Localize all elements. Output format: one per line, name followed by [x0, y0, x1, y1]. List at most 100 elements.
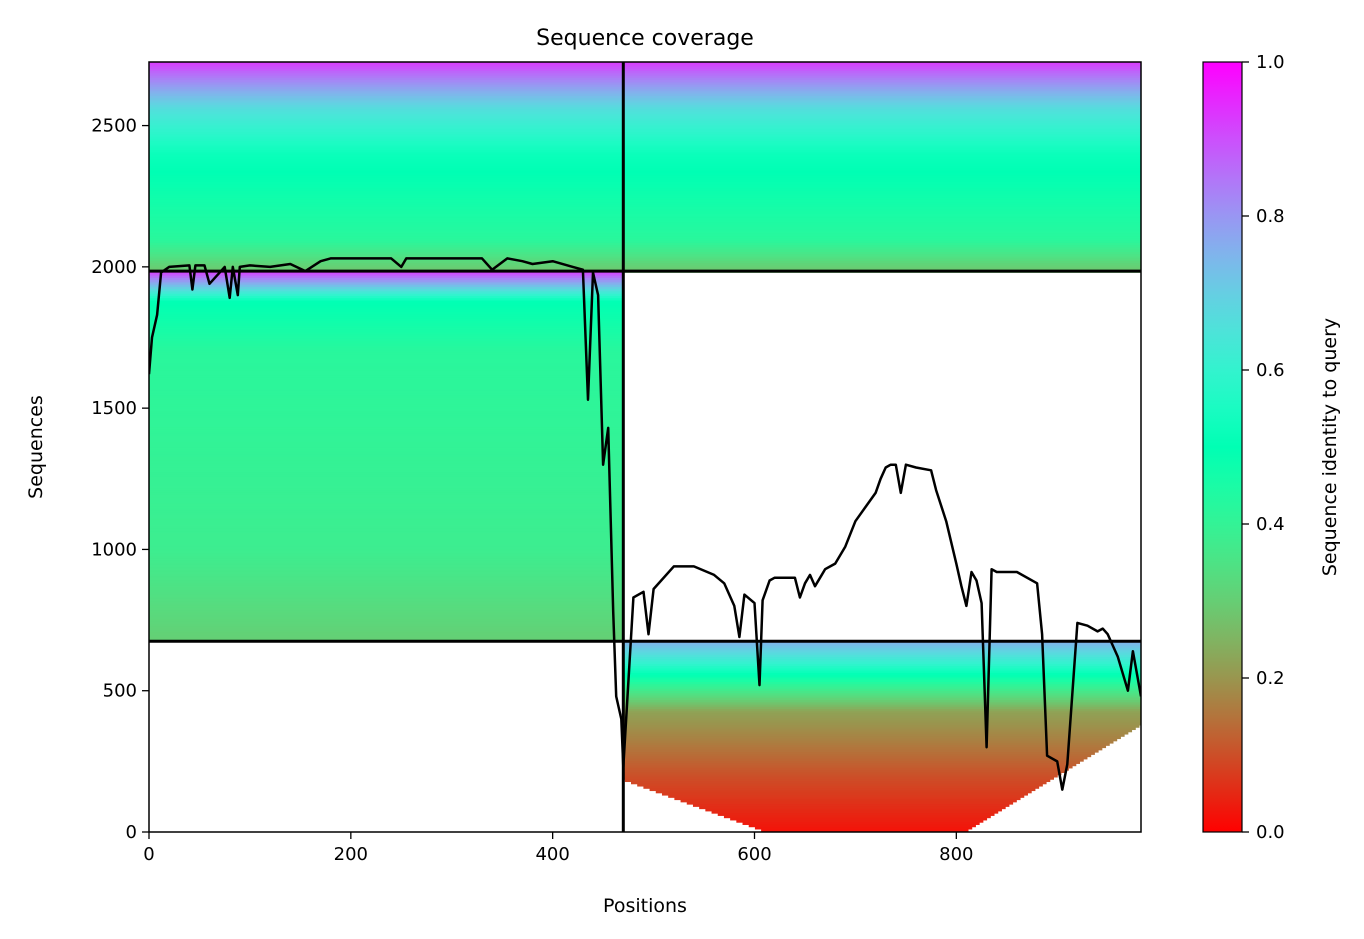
heatmap-row: [149, 247, 1141, 251]
heatmap-row: [149, 143, 1141, 147]
heatmap-row: [149, 363, 624, 367]
heatmap-row: [149, 370, 624, 374]
heatmap-row: [149, 576, 624, 580]
heatmap-row: [149, 623, 624, 627]
heatmap-row: [149, 635, 624, 638]
heatmap-row: [149, 472, 624, 476]
heatmap-row: [149, 120, 1141, 124]
heatmap-row: [668, 794, 1025, 798]
heatmap-row: [149, 352, 624, 356]
heatmap-row: [149, 427, 624, 430]
heatmap-row: [149, 418, 624, 421]
colorbar-tick-label: 1.0: [1256, 52, 1285, 73]
heatmap-row: [149, 320, 624, 324]
heatmap-row: [149, 125, 1141, 129]
heatmap-row: [717, 813, 995, 816]
heatmap-row: [149, 89, 1141, 92]
heatmap-row: [623, 650, 1141, 654]
chart-title: Sequence coverage: [536, 26, 754, 51]
heatmap-row: [623, 722, 1141, 726]
heatmap-row: [623, 690, 1141, 694]
heatmap-row: [149, 188, 1141, 192]
heatmap-row: [623, 729, 1133, 733]
heatmap-row: [149, 607, 624, 611]
heatmap-row: [623, 679, 1141, 683]
heatmap-row: [149, 601, 624, 605]
heatmap-row: [149, 141, 1141, 144]
heatmap-row: [149, 429, 624, 433]
heatmap-row: [623, 752, 1095, 755]
heatmap-row: [149, 265, 1141, 269]
heatmap-row: [149, 211, 1141, 215]
heatmap-row: [623, 738, 1118, 742]
heatmap-row: [149, 298, 624, 302]
heatmap-row: [149, 402, 624, 406]
heatmap-row: [623, 724, 1140, 728]
heatmap-row: [149, 275, 624, 279]
heatmap-row: [149, 628, 624, 632]
heatmap-row: [149, 75, 1141, 79]
heatmap-row: [149, 397, 624, 401]
heatmap-row: [149, 199, 1141, 203]
colorbar-tick-label: 0.2: [1256, 668, 1285, 689]
heatmap-row: [149, 540, 624, 543]
heatmap-row: [149, 309, 624, 313]
heatmap-row: [149, 413, 624, 417]
heatmap-row: [623, 727, 1136, 731]
heatmap-row: [149, 395, 624, 399]
heatmap-row: [149, 560, 624, 564]
heatmap-row: [149, 311, 624, 315]
heatmap-row: [149, 474, 624, 478]
heatmap-row: [623, 666, 1141, 669]
x-axis-ticks: 0 200 400 600 800: [143, 832, 974, 865]
heatmap-row: [149, 267, 1141, 271]
heatmap-row: [149, 632, 624, 636]
heatmap-row: [149, 460, 624, 464]
heatmap-row: [623, 697, 1141, 701]
domain-boundaries: [149, 62, 1141, 832]
heatmap-row: [149, 206, 1141, 210]
heatmap-row: [623, 686, 1141, 690]
coverage-line: [149, 257, 1141, 791]
block-c-terminal-domain: [623, 641, 1141, 832]
heatmap-row: [149, 98, 1141, 102]
heatmap-row: [149, 411, 624, 415]
heatmap-row: [149, 179, 1141, 183]
block-full-length: [149, 62, 1141, 273]
heatmap-row: [149, 145, 1141, 149]
heatmap-row: [149, 594, 624, 598]
heatmap-row: [149, 86, 1141, 90]
heatmap-row: [149, 571, 624, 575]
heatmap-row: [686, 801, 1014, 805]
heatmap-row: [149, 626, 624, 629]
heatmap-row: [149, 449, 624, 453]
heatmap-row: [149, 147, 1141, 151]
heatmap-row: [149, 68, 1141, 72]
heatmap-row: [149, 551, 624, 555]
heatmap-row: [149, 177, 1141, 181]
heatmap-row: [149, 217, 1141, 221]
heatmap-row: [149, 314, 624, 317]
heatmap-row: [149, 499, 624, 503]
heatmap-row: [623, 754, 1092, 758]
heatmap-row: [149, 277, 624, 281]
heatmap-row: [149, 542, 624, 546]
x-tick-label: 0: [143, 844, 154, 865]
heatmap-row: [149, 154, 1141, 158]
heatmap-row: [149, 535, 624, 539]
heatmap-row: [149, 621, 624, 625]
heatmap-row: [692, 804, 1010, 807]
heatmap-row: [149, 562, 624, 566]
heatmap-row: [149, 368, 624, 372]
heatmap-row: [149, 156, 1141, 160]
heatmap-row: [149, 424, 624, 428]
heatmap-row: [149, 229, 1141, 233]
heatmap-row: [623, 711, 1141, 715]
heatmap-row: [149, 479, 624, 482]
heatmap-row: [149, 300, 624, 304]
heatmap-row: [149, 375, 624, 378]
y-tick-label: 0: [126, 822, 137, 843]
heatmap-row: [149, 284, 624, 288]
heatmap-row: [149, 553, 624, 557]
